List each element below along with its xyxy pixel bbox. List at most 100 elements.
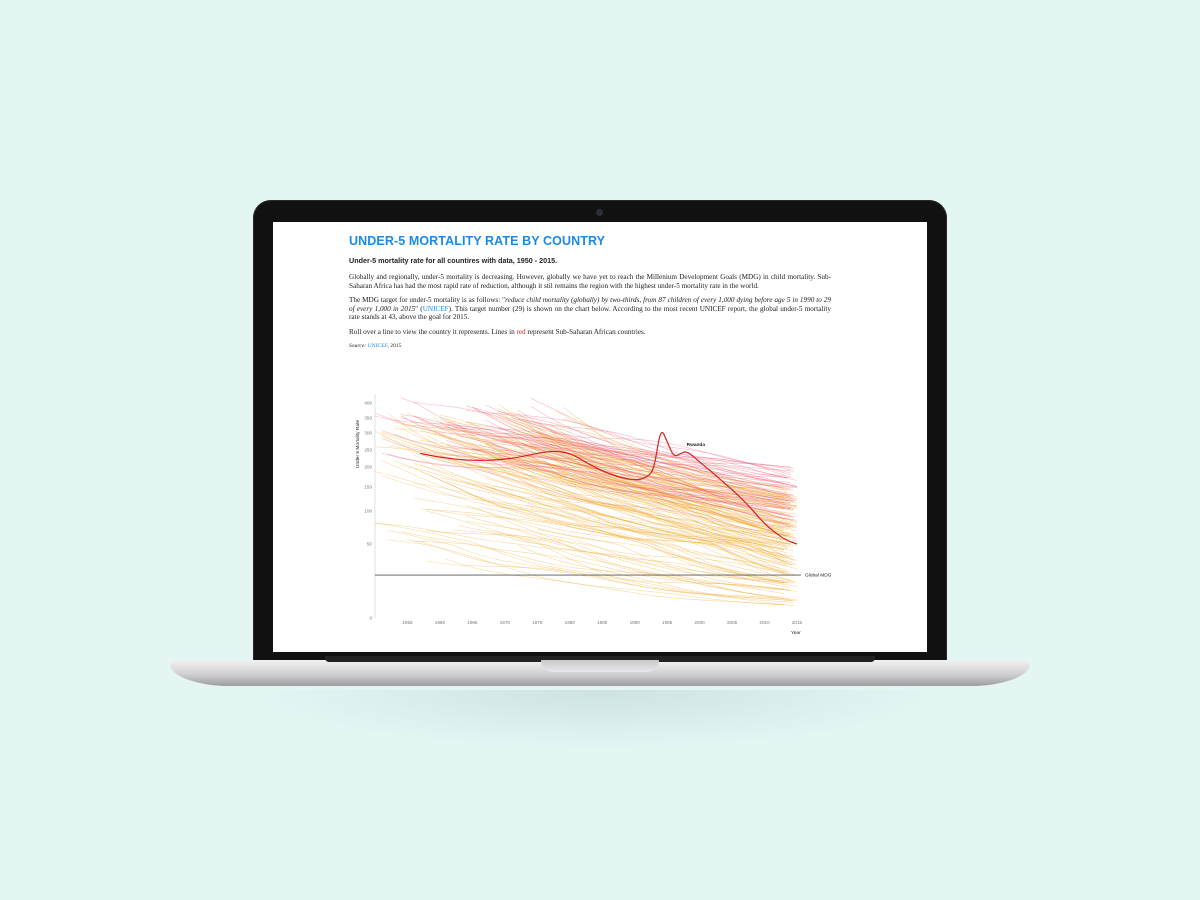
ssa-country-line[interactable] bbox=[472, 407, 798, 500]
ssa-country-line[interactable] bbox=[465, 421, 791, 503]
country-line[interactable] bbox=[491, 456, 785, 515]
country-line[interactable] bbox=[517, 431, 794, 499]
country-line[interactable] bbox=[517, 454, 794, 528]
country-line[interactable] bbox=[400, 465, 791, 536]
country-line[interactable] bbox=[511, 411, 788, 522]
country-line[interactable] bbox=[478, 506, 788, 549]
country-line[interactable] bbox=[517, 452, 794, 538]
country-line[interactable] bbox=[543, 423, 788, 489]
ssa-country-line[interactable] bbox=[400, 415, 791, 516]
country-line[interactable] bbox=[511, 430, 788, 498]
country-line[interactable] bbox=[485, 485, 794, 551]
country-line[interactable] bbox=[517, 544, 794, 603]
country-line[interactable] bbox=[446, 417, 788, 536]
country-line[interactable] bbox=[498, 408, 791, 496]
ssa-country-line[interactable] bbox=[400, 397, 791, 508]
country-line[interactable] bbox=[524, 477, 785, 525]
country-line[interactable] bbox=[381, 433, 788, 502]
ssa-country-line[interactable] bbox=[381, 437, 788, 517]
country-line[interactable] bbox=[420, 439, 794, 526]
ssa-country-line[interactable] bbox=[530, 398, 791, 478]
ssa-country-line[interactable] bbox=[420, 418, 794, 469]
ssa-country-line[interactable] bbox=[446, 440, 788, 494]
country-line[interactable] bbox=[407, 442, 798, 507]
country-line[interactable] bbox=[530, 435, 791, 547]
ssa-country-line[interactable] bbox=[485, 419, 794, 518]
country-line[interactable] bbox=[400, 531, 791, 591]
ssa-country-line[interactable] bbox=[381, 452, 788, 536]
country-line[interactable] bbox=[524, 417, 785, 562]
country-line[interactable] bbox=[556, 453, 785, 530]
ssa-country-line[interactable] bbox=[413, 402, 788, 485]
country-line[interactable] bbox=[563, 505, 791, 581]
country-line[interactable] bbox=[530, 449, 791, 581]
country-line[interactable] bbox=[381, 435, 788, 505]
country-line[interactable] bbox=[439, 414, 798, 497]
country-line[interactable] bbox=[381, 431, 788, 547]
country-line[interactable] bbox=[387, 413, 794, 561]
country-line[interactable] bbox=[446, 421, 788, 492]
country-line[interactable] bbox=[550, 443, 794, 511]
country-line[interactable] bbox=[465, 481, 791, 563]
country-line[interactable] bbox=[511, 539, 788, 584]
country-line[interactable] bbox=[452, 529, 794, 584]
country-line[interactable] bbox=[563, 407, 791, 527]
country-line[interactable] bbox=[407, 539, 798, 601]
country-line[interactable] bbox=[374, 471, 798, 561]
ssa-country-line[interactable] bbox=[452, 450, 794, 510]
ssa-country-line[interactable] bbox=[465, 405, 791, 468]
country-line[interactable] bbox=[524, 443, 785, 534]
country-line[interactable] bbox=[420, 425, 794, 528]
country-line[interactable] bbox=[543, 451, 788, 520]
country-line[interactable] bbox=[478, 466, 788, 548]
country-line[interactable] bbox=[498, 453, 791, 525]
ssa-country-line[interactable] bbox=[517, 409, 794, 518]
country-line[interactable] bbox=[498, 403, 791, 538]
country-line[interactable] bbox=[394, 428, 785, 498]
country-line[interactable] bbox=[433, 432, 791, 523]
country-line[interactable] bbox=[452, 460, 794, 536]
country-line[interactable] bbox=[543, 488, 788, 545]
country-line[interactable] bbox=[556, 475, 785, 562]
ssa-country-line[interactable] bbox=[498, 456, 791, 509]
country-line[interactable] bbox=[439, 477, 798, 570]
country-line[interactable] bbox=[420, 464, 794, 557]
ssa-country-line[interactable] bbox=[439, 427, 798, 481]
country-line[interactable] bbox=[504, 432, 798, 524]
country-line[interactable] bbox=[511, 431, 788, 538]
country-line[interactable] bbox=[465, 504, 791, 600]
country-line[interactable] bbox=[374, 522, 798, 602]
country-line[interactable] bbox=[465, 436, 791, 497]
country-line[interactable] bbox=[465, 520, 791, 589]
ssa-country-line[interactable] bbox=[498, 427, 791, 500]
country-line[interactable] bbox=[550, 431, 794, 497]
country-line[interactable] bbox=[498, 416, 791, 496]
ssa-country-line[interactable] bbox=[381, 430, 788, 495]
country-line[interactable] bbox=[394, 433, 785, 551]
country-line[interactable] bbox=[517, 412, 794, 566]
country-line[interactable] bbox=[413, 463, 788, 575]
ssa-country-line[interactable] bbox=[374, 415, 798, 488]
country-line[interactable] bbox=[504, 435, 798, 576]
country-line[interactable] bbox=[530, 495, 791, 545]
country-line[interactable] bbox=[420, 471, 794, 582]
country-line[interactable] bbox=[491, 496, 785, 584]
country-line[interactable] bbox=[478, 444, 788, 536]
country-line[interactable] bbox=[491, 444, 785, 531]
country-line[interactable] bbox=[556, 470, 785, 540]
ssa-country-line[interactable] bbox=[530, 430, 791, 483]
country-line[interactable] bbox=[537, 529, 798, 592]
country-line[interactable] bbox=[563, 418, 791, 491]
source-link[interactable]: UNICEF bbox=[367, 342, 388, 349]
country-line[interactable] bbox=[420, 508, 794, 566]
country-line[interactable] bbox=[465, 463, 791, 545]
ssa-country-line[interactable] bbox=[485, 439, 794, 520]
country-line[interactable] bbox=[524, 432, 785, 520]
country-line[interactable] bbox=[459, 525, 785, 594]
country-line[interactable] bbox=[446, 559, 788, 606]
ssa-country-line[interactable] bbox=[491, 452, 785, 503]
ssa-country-line[interactable] bbox=[491, 437, 785, 476]
country-line[interactable] bbox=[400, 423, 791, 491]
ssa-country-line[interactable] bbox=[485, 442, 794, 522]
country-line[interactable] bbox=[413, 540, 788, 591]
